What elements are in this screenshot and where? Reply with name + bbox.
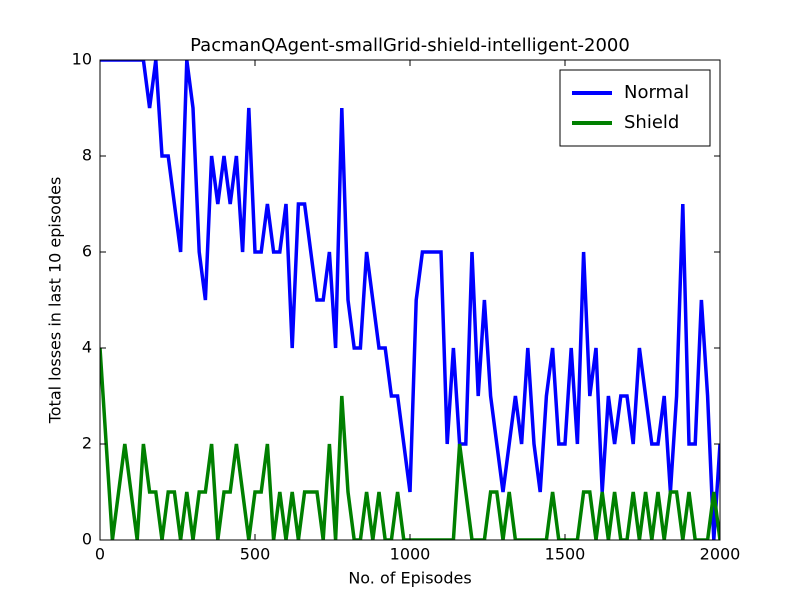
y-tick-label: 0	[82, 530, 92, 549]
plot-lines	[100, 60, 720, 540]
x-tick-label: 1500	[545, 545, 586, 564]
y-tick-label: 8	[82, 146, 92, 165]
series-line	[100, 60, 720, 540]
x-tick-label: 500	[240, 545, 271, 564]
x-tick-label: 0	[95, 545, 105, 564]
y-tick-label: 4	[82, 338, 92, 357]
legend-box	[559, 69, 711, 147]
chart-title: PacmanQAgent-smallGrid-shield-intelligen…	[190, 35, 630, 56]
y-tick-label: 10	[72, 50, 92, 69]
y-axis-label: Total losses in last 10 episodes	[46, 177, 65, 425]
x-tick-label: 2000	[700, 545, 741, 564]
y-tick-label: 6	[82, 242, 92, 261]
legend: Normal Shield	[559, 69, 711, 147]
legend-label: Normal	[624, 82, 689, 103]
legend-label: Shield	[624, 112, 679, 133]
series-line	[100, 347, 720, 540]
x-tick-label: 1000	[390, 545, 431, 564]
x-axis-label: No. of Episodes	[348, 569, 471, 588]
y-tick-label: 2	[82, 434, 92, 453]
